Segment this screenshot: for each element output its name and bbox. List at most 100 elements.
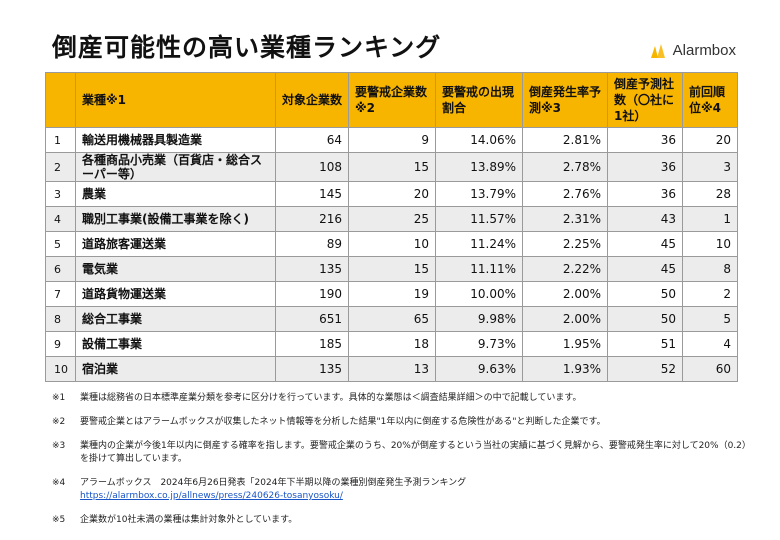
cell-ratio: 14.06% xyxy=(435,127,523,153)
cell-rate: 1.95% xyxy=(522,331,608,357)
cell-prev: 10 xyxy=(682,231,738,257)
footnote-mark: ※1 xyxy=(52,393,66,403)
cell-industry: 各種商品小売業（百貨店・総合スーパー等） xyxy=(75,152,276,182)
footnote-mark: ※4 xyxy=(52,478,66,488)
cell-prev: 4 xyxy=(682,331,738,357)
footnote-5: ※5 企業数が10社未満の業種は集計対象外としています。 xyxy=(52,514,752,527)
cell-rank: 2 xyxy=(45,152,76,182)
table-row: 8 総合工事業 651 65 9.98% 2.00% 50 5 xyxy=(45,306,738,332)
table-row: 4 職別工事業(設備工事業を除く) 216 25 11.57% 2.31% 43… xyxy=(45,206,738,232)
header-alert-ratio: 要警戒の出現割合 xyxy=(435,72,523,128)
cell-one-in: 36 xyxy=(607,127,683,153)
cell-one-in: 45 xyxy=(607,256,683,282)
table-row: 2 各種商品小売業（百貨店・総合スーパー等） 108 15 13.89% 2.7… xyxy=(45,152,738,182)
cell-one-in: 36 xyxy=(607,152,683,182)
footnote-1: ※1 業種は総務省の日本標準産業分類を参考に区分けを行っています。具体的な業態は… xyxy=(52,392,752,405)
page-title: 倒産可能性の高い業種ランキング xyxy=(52,33,442,62)
cell-rank: 5 xyxy=(45,231,76,257)
header-rank xyxy=(45,72,76,128)
cell-rank: 3 xyxy=(45,181,76,207)
table-row: 9 設備工事業 185 18 9.73% 1.95% 51 4 xyxy=(45,331,738,357)
cell-rate: 2.31% xyxy=(522,206,608,232)
cell-companies: 135 xyxy=(275,356,349,382)
footnote-3: ※3 業種内の企業が今後1年以内に倒産する確率を指します。要警戒企業のうち、20… xyxy=(52,440,752,466)
cell-prev: 1 xyxy=(682,206,738,232)
cell-companies: 135 xyxy=(275,256,349,282)
table-row: 3 農業 145 20 13.79% 2.76% 36 28 xyxy=(45,181,738,207)
table-row: 1 輸送用機械器具製造業 64 9 14.06% 2.81% 36 20 xyxy=(45,127,738,153)
footnote-text: 業種は総務省の日本標準産業分類を参考に区分けを行っています。具体的な業態は＜調査… xyxy=(80,393,582,403)
cell-rate: 1.93% xyxy=(522,356,608,382)
cell-ratio: 9.63% xyxy=(435,356,523,382)
cell-ratio: 11.24% xyxy=(435,231,523,257)
footnote-4: ※4 アラームボックス 2024年6月26日発表「2024年下半期以降の業種別倒… xyxy=(52,477,752,503)
footnote-text-block: アラームボックス 2024年6月26日発表「2024年下半期以降の業種別倒産発生… xyxy=(80,477,752,503)
cell-industry: 職別工事業(設備工事業を除く) xyxy=(75,206,276,232)
cell-rank: 7 xyxy=(45,281,76,307)
footnote-text: 要警戒企業とはアラームボックスが収集したネット情報等を分析した結果"1年以内に倒… xyxy=(80,417,606,427)
cell-prev: 5 xyxy=(682,306,738,332)
cell-one-in: 45 xyxy=(607,231,683,257)
header-companies: 対象企業数 xyxy=(275,72,349,128)
cell-rank: 8 xyxy=(45,306,76,332)
footnote-2: ※2 要警戒企業とはアラームボックスが収集したネット情報等を分析した結果"1年以… xyxy=(52,416,752,429)
cell-companies: 89 xyxy=(275,231,349,257)
cell-one-in: 43 xyxy=(607,206,683,232)
cell-ratio: 9.73% xyxy=(435,331,523,357)
cell-industry: 道路旅客運送業 xyxy=(75,231,276,257)
cell-rank: 1 xyxy=(45,127,76,153)
cell-alert: 19 xyxy=(348,281,436,307)
cell-industry: 農業 xyxy=(75,181,276,207)
table-row: 5 道路旅客運送業 89 10 11.24% 2.25% 45 10 xyxy=(45,231,738,257)
cell-rate: 2.25% xyxy=(522,231,608,257)
footnote-mark: ※5 xyxy=(52,515,66,525)
brand-name: Alarmbox xyxy=(672,42,736,59)
cell-companies: 190 xyxy=(275,281,349,307)
cell-companies: 64 xyxy=(275,127,349,153)
cell-ratio: 10.00% xyxy=(435,281,523,307)
cell-alert: 65 xyxy=(348,306,436,332)
cell-one-in: 50 xyxy=(607,281,683,307)
cell-alert: 9 xyxy=(348,127,436,153)
footnote-text: 企業数が10社未満の業種は集計対象外としています。 xyxy=(80,515,298,525)
cell-rank: 6 xyxy=(45,256,76,282)
footnote-mark: ※3 xyxy=(52,441,66,451)
cell-rate: 2.22% xyxy=(522,256,608,282)
cell-rank: 10 xyxy=(45,356,76,382)
cell-prev: 2 xyxy=(682,281,738,307)
cell-alert: 10 xyxy=(348,231,436,257)
cell-prev: 60 xyxy=(682,356,738,382)
cell-industry: 宿泊業 xyxy=(75,356,276,382)
cell-rate: 2.78% xyxy=(522,152,608,182)
cell-companies: 185 xyxy=(275,331,349,357)
cell-prev: 28 xyxy=(682,181,738,207)
table-row: 10 宿泊業 135 13 9.63% 1.93% 52 60 xyxy=(45,356,738,382)
header-industry: 業種※1 xyxy=(75,72,276,128)
cell-industry: 総合工事業 xyxy=(75,306,276,332)
ranking-table: 業種※1 対象企業数 要警戒企業数※2 要警戒の出現割合 倒産発生率予測※3 倒… xyxy=(45,72,738,382)
cell-rank: 9 xyxy=(45,331,76,357)
cell-one-in: 50 xyxy=(607,306,683,332)
cell-alert: 13 xyxy=(348,356,436,382)
cell-rate: 2.76% xyxy=(522,181,608,207)
press-release-link[interactable]: https://alarmbox.co.jp/allnews/press/240… xyxy=(80,491,343,501)
header-one-in-n: 倒産予測社数（〇社に1社） xyxy=(607,72,683,128)
table-row: 6 電気業 135 15 11.11% 2.22% 45 8 xyxy=(45,256,738,282)
cell-industry: 電気業 xyxy=(75,256,276,282)
cell-companies: 216 xyxy=(275,206,349,232)
footnote-text: アラームボックス 2024年6月26日発表「2024年下半期以降の業種別倒産発生… xyxy=(80,478,467,488)
header-alert-companies: 要警戒企業数※2 xyxy=(348,72,436,128)
cell-one-in: 52 xyxy=(607,356,683,382)
cell-prev: 3 xyxy=(682,152,738,182)
alarmbox-logo-icon xyxy=(650,43,665,58)
cell-one-in: 36 xyxy=(607,181,683,207)
cell-companies: 108 xyxy=(275,152,349,182)
table-header-row: 業種※1 対象企業数 要警戒企業数※2 要警戒の出現割合 倒産発生率予測※3 倒… xyxy=(45,72,738,128)
cell-alert: 15 xyxy=(348,256,436,282)
header-bankruptcy-rate: 倒産発生率予測※3 xyxy=(522,72,608,128)
cell-companies: 651 xyxy=(275,306,349,332)
cell-industry: 輸送用機械器具製造業 xyxy=(75,127,276,153)
header-previous-rank: 前回順位※4 xyxy=(682,72,738,128)
cell-companies: 145 xyxy=(275,181,349,207)
footnote-text: 業種内の企業が今後1年以内に倒産する確率を指します。要警戒企業のうち、20%が倒… xyxy=(80,441,751,464)
